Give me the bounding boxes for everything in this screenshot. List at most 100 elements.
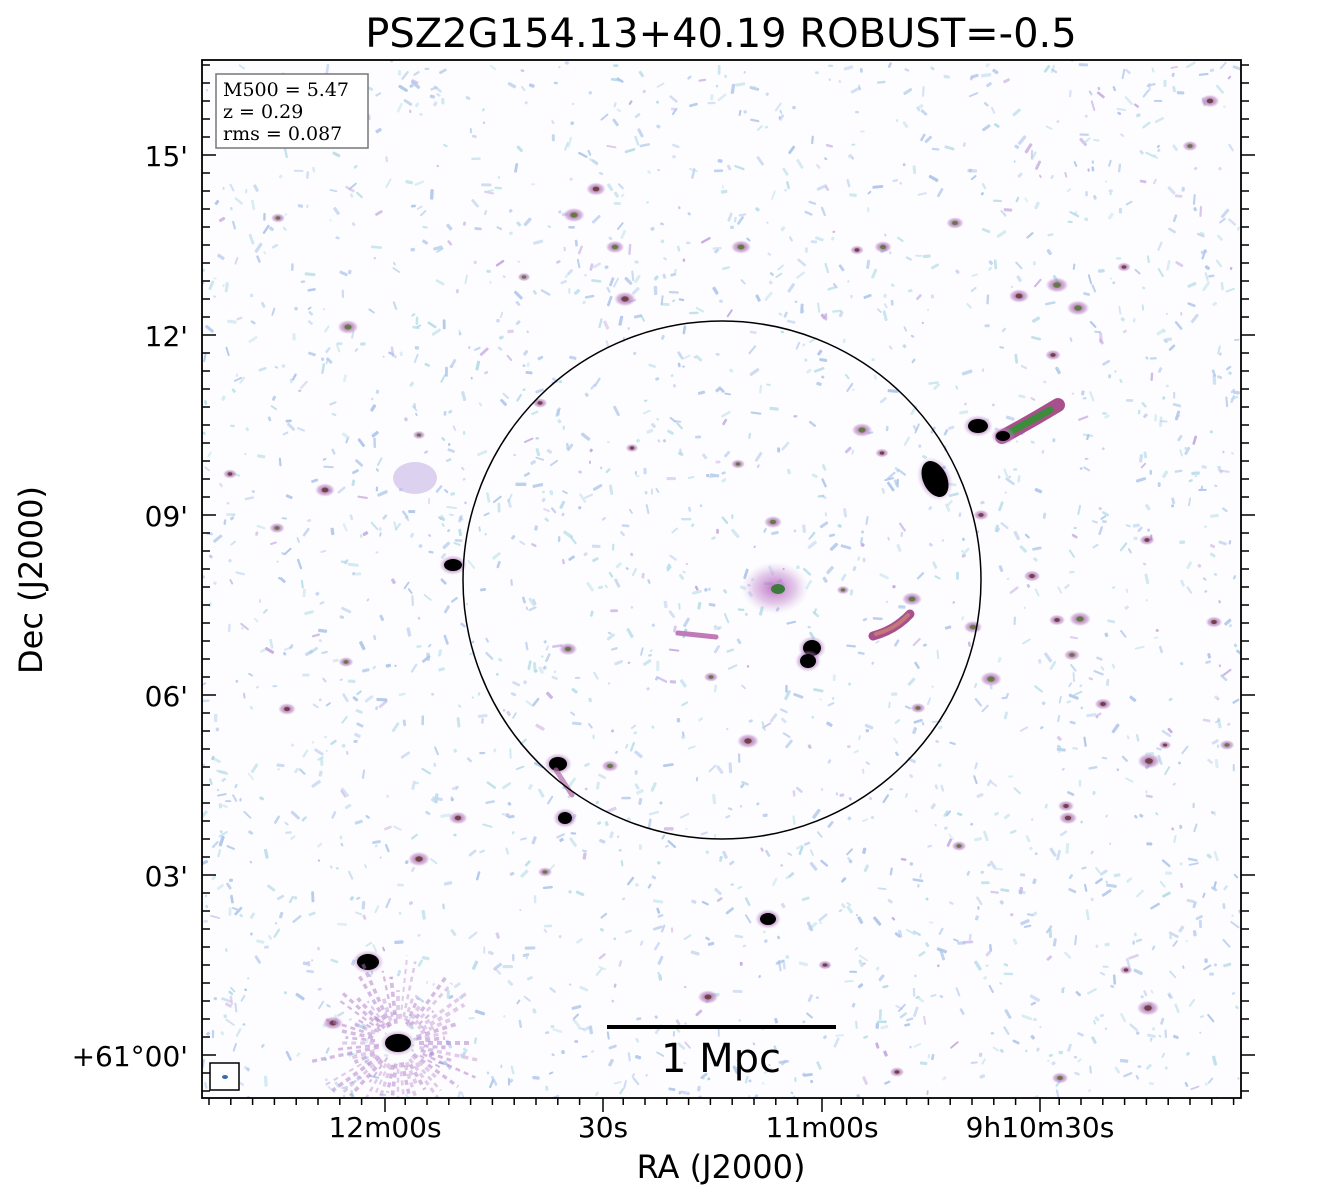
noise-speck [1014, 144, 1020, 149]
noise-speck [949, 901, 954, 905]
sidelobe-ray [404, 1061, 419, 1086]
noise-speck [1112, 85, 1117, 92]
noise-speck [778, 312, 783, 316]
noise-speck [571, 1004, 582, 1010]
noise-speck [285, 494, 293, 500]
noise-speck [434, 746, 439, 756]
noise-speck [445, 366, 448, 377]
noise-speck [354, 911, 363, 916]
noise-speck [497, 176, 501, 179]
noise-speck [1091, 520, 1098, 524]
noise-speck [249, 860, 253, 864]
noise-speck [625, 743, 629, 749]
noise-speck [342, 1094, 346, 1098]
noise-speck [1059, 830, 1068, 837]
noise-speck [1158, 1034, 1162, 1038]
noise-speck [543, 508, 550, 513]
noise-speck [523, 437, 534, 443]
noise-speck [1104, 1027, 1108, 1030]
faint-source-core [607, 763, 613, 769]
noise-speck [352, 572, 356, 575]
noise-speck [732, 989, 743, 994]
noise-speck [569, 837, 578, 847]
noise-speck [507, 1077, 511, 1086]
noise-speck [385, 156, 389, 163]
noise-speck [737, 885, 743, 890]
sidelobe-ray [325, 1018, 373, 1036]
noise-speck [570, 711, 576, 716]
noise-speck [1207, 653, 1212, 659]
noise-speck [477, 714, 488, 718]
noise-speck [894, 751, 899, 756]
noise-speck [329, 865, 333, 869]
noise-speck [1224, 618, 1232, 626]
noise-speck [516, 393, 523, 402]
noise-speck [359, 534, 363, 538]
noise-speck [589, 263, 594, 271]
noise-speck [896, 236, 904, 243]
noise-speck [449, 365, 453, 369]
noise-speck [600, 466, 603, 470]
noise-speck [311, 741, 315, 744]
noise-speck [892, 585, 896, 589]
sidelobe-ray [356, 1018, 380, 1033]
noise-speck [891, 692, 898, 696]
noise-speck [600, 113, 609, 121]
noise-speck [1018, 394, 1026, 399]
noise-speck [1031, 911, 1038, 917]
noise-speck [894, 466, 899, 473]
noise-speck [450, 492, 456, 496]
noise-speck [1013, 530, 1021, 541]
noise-speck [827, 702, 835, 707]
noise-speck [1135, 1031, 1140, 1035]
noise-speck [1030, 1001, 1037, 1006]
noise-speck [780, 902, 786, 909]
noise-speck [253, 184, 259, 192]
noise-speck [677, 1042, 686, 1050]
noise-speck [588, 697, 593, 703]
noise-speck [300, 280, 306, 284]
faint-source-core [915, 706, 921, 710]
noise-speck [616, 835, 620, 839]
noise-speck [302, 749, 309, 758]
noise-speck [1056, 849, 1061, 861]
noise-speck [239, 376, 246, 384]
noise-speck [593, 377, 601, 387]
noise-speck [467, 559, 476, 569]
noise-speck [657, 914, 664, 918]
noise-speck [1192, 930, 1197, 937]
noise-speck [579, 985, 589, 992]
noise-speck [1118, 207, 1123, 214]
noise-speck [439, 68, 447, 75]
noise-speck [542, 490, 545, 494]
noise-speck [337, 486, 346, 494]
noise-speck [871, 661, 875, 665]
noise-speck [1088, 90, 1093, 96]
noise-speck [1201, 464, 1207, 470]
noise-speck [1066, 188, 1072, 193]
noise-speck [443, 634, 449, 645]
noise-speck [1205, 660, 1211, 664]
sidelobe-ray [417, 991, 469, 1030]
noise-speck [239, 913, 244, 918]
noise-speck [741, 684, 746, 690]
noise-speck [249, 293, 254, 298]
noise-speck [230, 540, 237, 546]
noise-speck [794, 1076, 797, 1083]
noise-speck [545, 653, 551, 663]
faint-source-core [415, 856, 423, 862]
noise-speck [524, 946, 536, 950]
noise-speck [364, 695, 374, 703]
noise-speck [1005, 692, 1010, 698]
noise-speck [329, 401, 337, 406]
noise-speck [370, 397, 374, 401]
noise-speck [1160, 420, 1168, 423]
noise-speck [574, 676, 581, 679]
noise-speck [784, 188, 787, 192]
y-tick-labels: 15' 12' 09' 06' 03' +61°00' [72, 140, 188, 1073]
noise-speck [1009, 586, 1019, 594]
noise-speck [627, 661, 631, 665]
noise-speck [1199, 1031, 1202, 1034]
noise-speck [634, 783, 640, 790]
noise-speck [1049, 847, 1057, 857]
